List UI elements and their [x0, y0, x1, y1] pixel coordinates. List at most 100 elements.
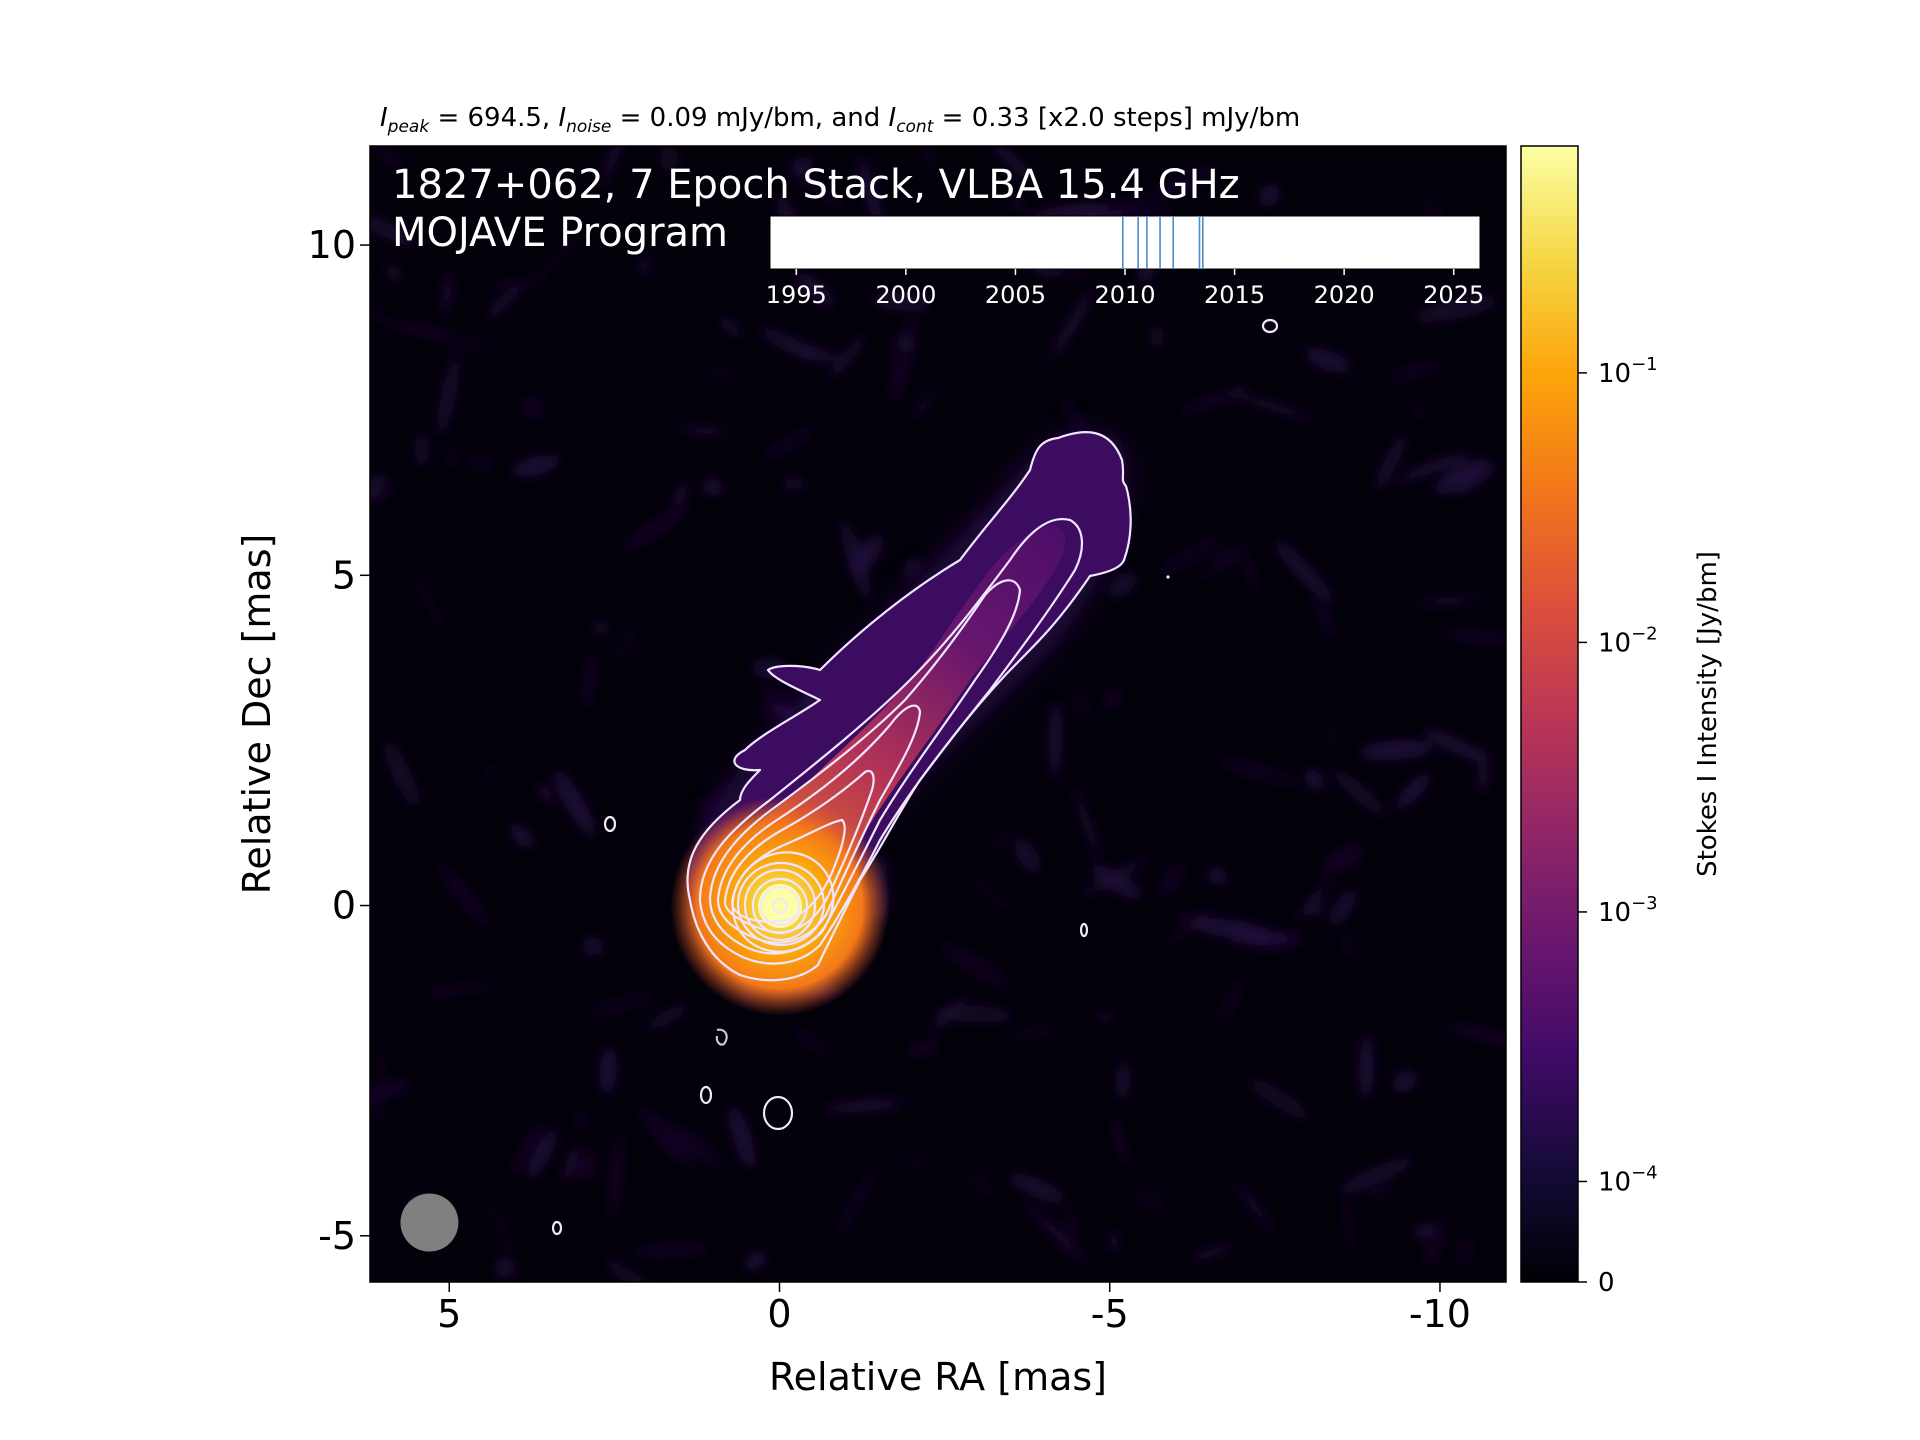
noise-blob — [1011, 192, 1023, 212]
noise-blob — [907, 1041, 940, 1056]
x-tick-label: 5 — [437, 1292, 461, 1336]
noise-blob — [1413, 295, 1500, 322]
noise-blob — [1063, 1204, 1075, 1253]
noise-blob — [1025, 1203, 1088, 1264]
noise-blob — [1102, 689, 1123, 707]
noise-blob — [609, 1133, 624, 1219]
noise-blob — [1359, 1033, 1374, 1101]
noise-blob — [1090, 864, 1143, 900]
y-tick-label: 0 — [332, 884, 356, 928]
noise-blob — [599, 1046, 617, 1095]
noise-blob — [1094, 1012, 1118, 1022]
noise-blob — [1219, 978, 1242, 1023]
image-map — [369, 145, 1507, 1283]
chart-title-line1: 1827+062, 7 Epoch Stack, VLBA 15.4 GHz — [392, 162, 1240, 208]
noise-blob — [994, 828, 1009, 849]
noise-blob — [371, 146, 405, 169]
noise-blob — [968, 875, 1012, 912]
colorbar-tick-label: 10−1 — [1598, 354, 1658, 389]
noise-blob — [1443, 631, 1506, 642]
noise-blob — [1158, 538, 1221, 575]
noise-blob — [553, 769, 596, 837]
contour-level-9 — [743, 868, 817, 942]
noise-blob — [1230, 392, 1314, 420]
noise-blob — [538, 782, 552, 805]
noise-blob — [484, 279, 554, 287]
noise-blob — [1395, 772, 1431, 810]
noise-blob — [370, 216, 416, 246]
noise-blob — [1115, 1060, 1131, 1101]
noise-blob — [1215, 758, 1299, 786]
timeline-box — [769, 215, 1481, 270]
noise-blob — [671, 1124, 723, 1168]
noise-blob — [441, 271, 453, 314]
noise-blob — [1174, 913, 1260, 937]
map-frame — [369, 145, 1507, 1283]
colorbar-tick-label: 10−2 — [1598, 623, 1658, 658]
noise-blob — [602, 1258, 660, 1282]
contour-level-7 — [731, 851, 835, 953]
noise-blob — [623, 505, 690, 550]
noise-blob — [1322, 844, 1364, 873]
noise-blob — [1324, 724, 1334, 745]
noise-blob — [822, 1099, 906, 1113]
noise-blob — [588, 992, 657, 1016]
beam-ellipse — [400, 1193, 459, 1252]
noise-subscript: noise — [566, 117, 611, 137]
noise-blob — [469, 457, 492, 469]
noise-blob — [388, 322, 458, 339]
noise-blob — [796, 273, 835, 307]
noise-blob — [1238, 541, 1260, 597]
noise-blob — [495, 1257, 516, 1278]
noise-blob — [1207, 867, 1227, 886]
contour-island — [551, 1220, 563, 1236]
contour-level-1 — [686, 431, 1132, 982]
noise-blob — [1342, 1198, 1355, 1254]
noise-blob — [1137, 1188, 1162, 1209]
noise-blob — [1108, 572, 1137, 598]
noise-blob — [940, 942, 1011, 989]
timeline-ticks: 1995 2000 2005 2010 2015 2020 2025 — [766, 269, 1484, 309]
noise-blob — [1079, 856, 1151, 898]
noise-blob — [527, 1128, 558, 1179]
noise-blob — [679, 425, 729, 436]
noise-blob — [697, 795, 713, 815]
noise-blob — [374, 481, 397, 505]
peak-subscript: peak — [387, 117, 431, 137]
noise-blob — [414, 432, 429, 468]
x-tick-label: -5 — [1091, 1292, 1129, 1336]
noise-blob — [1050, 288, 1094, 361]
noise-blob — [792, 156, 813, 176]
noise-blob — [486, 282, 523, 320]
contour-level-11 — [759, 885, 801, 927]
noise-blob — [1375, 433, 1407, 491]
noise-blob — [1368, 1184, 1392, 1198]
noise-blob — [871, 291, 931, 312]
contour-island — [1079, 922, 1089, 938]
noise-blob — [630, 1243, 712, 1257]
noise-blob — [1294, 877, 1333, 923]
noise-blob — [895, 333, 916, 353]
noise-blob — [370, 474, 387, 504]
noise-blob — [1433, 458, 1490, 495]
contour-level-2 — [698, 517, 1083, 965]
x-axis-label: Relative RA [mas] — [769, 1355, 1107, 1399]
noise-blob — [1234, 1180, 1276, 1235]
x-axis: 5 0 -5 -10 — [437, 1282, 1471, 1336]
noise-blob — [1304, 768, 1324, 791]
noise-blob — [1072, 785, 1102, 863]
noise-blob — [717, 315, 743, 339]
noise-blob — [563, 1144, 580, 1183]
timeline-tick-label: 2005 — [985, 281, 1046, 309]
epoch-timeline: 1995 2000 2005 2010 2015 2020 2025 — [766, 215, 1484, 309]
colorbar-tick-label: 10−3 — [1598, 893, 1658, 928]
noise-blob — [1393, 1070, 1417, 1093]
noise-blob — [1332, 768, 1386, 817]
timeline-tick-label: 2025 — [1423, 281, 1484, 309]
colorbar-label: Stokes I Intensity [Jy/bm] — [1693, 551, 1723, 877]
y-axis-label: Relative Dec [mas] — [235, 534, 279, 895]
noise-blob — [416, 984, 494, 996]
noise-blob — [1396, 451, 1471, 483]
noise-blob — [1423, 729, 1487, 762]
noise-blob — [728, 1105, 756, 1170]
